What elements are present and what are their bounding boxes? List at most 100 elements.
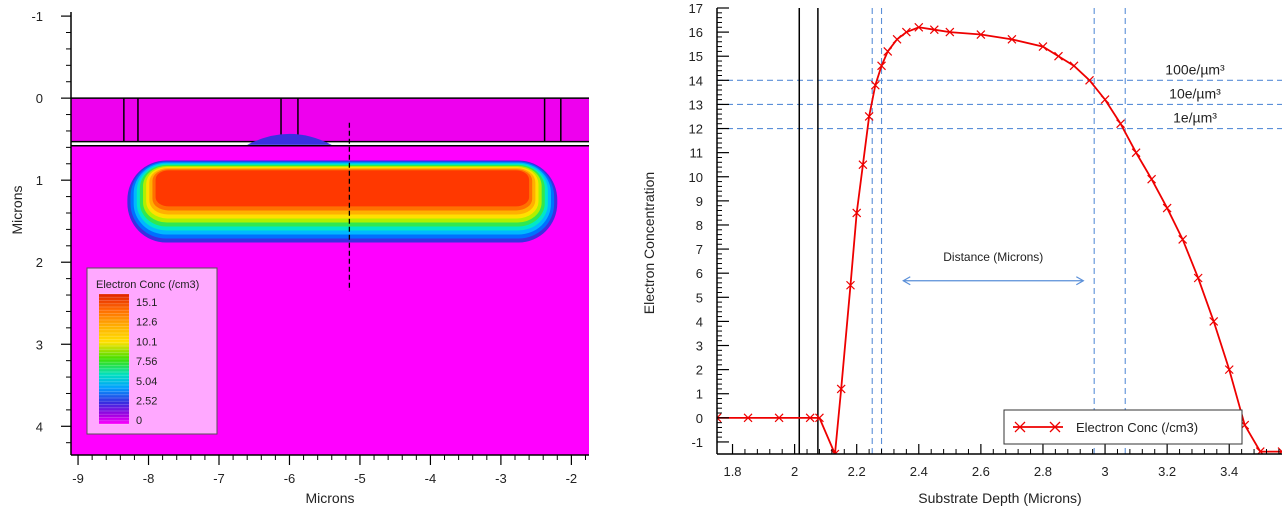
- x-tick-label: 2.4: [910, 464, 928, 479]
- y-tick-label: 3: [696, 339, 703, 354]
- y-tick-label: 11: [690, 146, 704, 161]
- y-tick-label: -1: [31, 9, 43, 24]
- y-tick-label: 10: [689, 170, 703, 185]
- left-x-axis-label: Microns: [305, 490, 354, 506]
- y-tick-label: 1: [696, 387, 703, 402]
- y-tick-label: 0: [36, 91, 43, 106]
- y-tick-label: 15: [689, 49, 703, 64]
- data-point: [1085, 75, 1094, 85]
- data-point: [858, 160, 868, 170]
- data-point: [1007, 34, 1017, 44]
- data-point: [945, 27, 955, 37]
- x-tick-label: -3: [495, 471, 507, 486]
- legend-title: Electron Conc (/cm3): [96, 279, 199, 291]
- y-tick-label: 17: [689, 1, 703, 16]
- data-point: [1162, 203, 1172, 213]
- legend-label: 5.04: [136, 376, 157, 388]
- legend-label: 12.6: [136, 317, 157, 329]
- right-x-axis-label: Substrate Depth (Microns): [918, 490, 1081, 506]
- data-point: [1209, 316, 1219, 326]
- x-tick-label: 2: [791, 464, 798, 479]
- data-point: [1069, 61, 1079, 71]
- left-y-axis-label: Microns: [9, 185, 25, 234]
- data-point: [846, 280, 855, 290]
- y-tick-label: 7: [696, 242, 703, 257]
- reference-line-label: 100e/µm³: [1165, 61, 1225, 77]
- legend-marker: [1014, 421, 1026, 433]
- data-point: [836, 384, 846, 394]
- x-tick-label: 2.8: [1034, 464, 1052, 479]
- distance-arrow-head-right: [1076, 276, 1085, 286]
- data-point: [830, 449, 840, 454]
- air-region: [71, 12, 589, 99]
- well-contour-9: [155, 170, 530, 207]
- y-tick-label: 4: [696, 314, 703, 329]
- x-tick-label: -8: [143, 471, 155, 486]
- y-tick-label: 8: [696, 218, 703, 233]
- x-tick-label: -2: [566, 471, 578, 486]
- legend-label: 2.52: [136, 396, 157, 408]
- data-point: [743, 413, 753, 423]
- data-point: [870, 80, 880, 90]
- distance-arrow-head-left: [902, 276, 911, 286]
- data-point: [774, 413, 784, 423]
- left-heatmap: -1 0 1 2 3 4 -9 -8 -7 -6 -5 -4 -3 -2 Electron Conc (/…: [9, 9, 589, 506]
- data-point: [1224, 365, 1234, 375]
- data-point: [1147, 174, 1157, 184]
- x-tick-label: 1.8: [723, 464, 741, 479]
- data-point: [1054, 51, 1063, 61]
- y-tick-label: 9: [696, 194, 703, 209]
- y-tick-label: 3: [36, 337, 43, 352]
- legend-label: Electron Conc (/cm3): [1076, 420, 1198, 435]
- legend-label: 0: [136, 415, 142, 427]
- y-tick-label: 6: [696, 266, 703, 281]
- y-tick-label: 2: [696, 363, 703, 378]
- x-tick-label: -4: [425, 471, 437, 486]
- data-point: [1038, 42, 1048, 51]
- legend-label: 15.1: [136, 297, 157, 309]
- x-tick-label: -6: [284, 471, 296, 486]
- y-tick-label: 0: [696, 411, 703, 426]
- legend-colorbar: [99, 294, 129, 424]
- data-point: [1240, 420, 1250, 430]
- heatmap-legend: Electron Conc (/cm3) 15.1 12.6 10.1 7.56 5.04…: [86, 267, 218, 435]
- x-tick-label: 3.2: [1158, 464, 1176, 479]
- data-point: [1255, 447, 1265, 454]
- legend-marker: [1049, 421, 1061, 433]
- data-point: [1131, 148, 1141, 158]
- x-tick-label: -5: [354, 471, 366, 486]
- data-point: [1100, 95, 1110, 105]
- legend-label: 7.56: [136, 356, 157, 368]
- right-y-axis-label: Electron Concentration: [641, 172, 657, 314]
- x-tick-label: -9: [72, 471, 84, 486]
- x-tick-label: 2.6: [972, 464, 990, 479]
- data-point: [852, 208, 862, 218]
- oxide-region: [71, 98, 589, 142]
- x-tick-label: 2.2: [848, 464, 866, 479]
- data-point: [877, 61, 886, 71]
- y-tick-label: 2: [36, 255, 43, 270]
- series-line: [717, 26, 1282, 454]
- x-tick-label: -7: [213, 471, 225, 486]
- y-tick-label: 4: [36, 419, 43, 434]
- data-point: [1178, 235, 1188, 244]
- data-point: [892, 34, 902, 44]
- x-tick-label: 3: [1101, 464, 1108, 479]
- data-point: [805, 413, 815, 423]
- y-tick-label: 14: [689, 73, 703, 88]
- legend-label: 10.1: [136, 336, 157, 348]
- data-point: [864, 112, 874, 121]
- data-point: [929, 25, 939, 35]
- well-bump: [247, 133, 332, 145]
- y-tick-label: 12: [689, 122, 703, 137]
- y-tick-label: 1: [36, 173, 43, 188]
- y-tick-label: -1: [691, 435, 703, 450]
- data-point: [717, 413, 722, 423]
- data-point: [883, 46, 893, 56]
- legend-box: [1003, 409, 1243, 445]
- data-point: [815, 413, 824, 423]
- line-legend: Electron Conc (/cm3): [1003, 409, 1243, 445]
- data-point: [1193, 273, 1203, 283]
- reference-line-label: 1e/µm³: [1173, 110, 1217, 126]
- data-point: [901, 27, 911, 37]
